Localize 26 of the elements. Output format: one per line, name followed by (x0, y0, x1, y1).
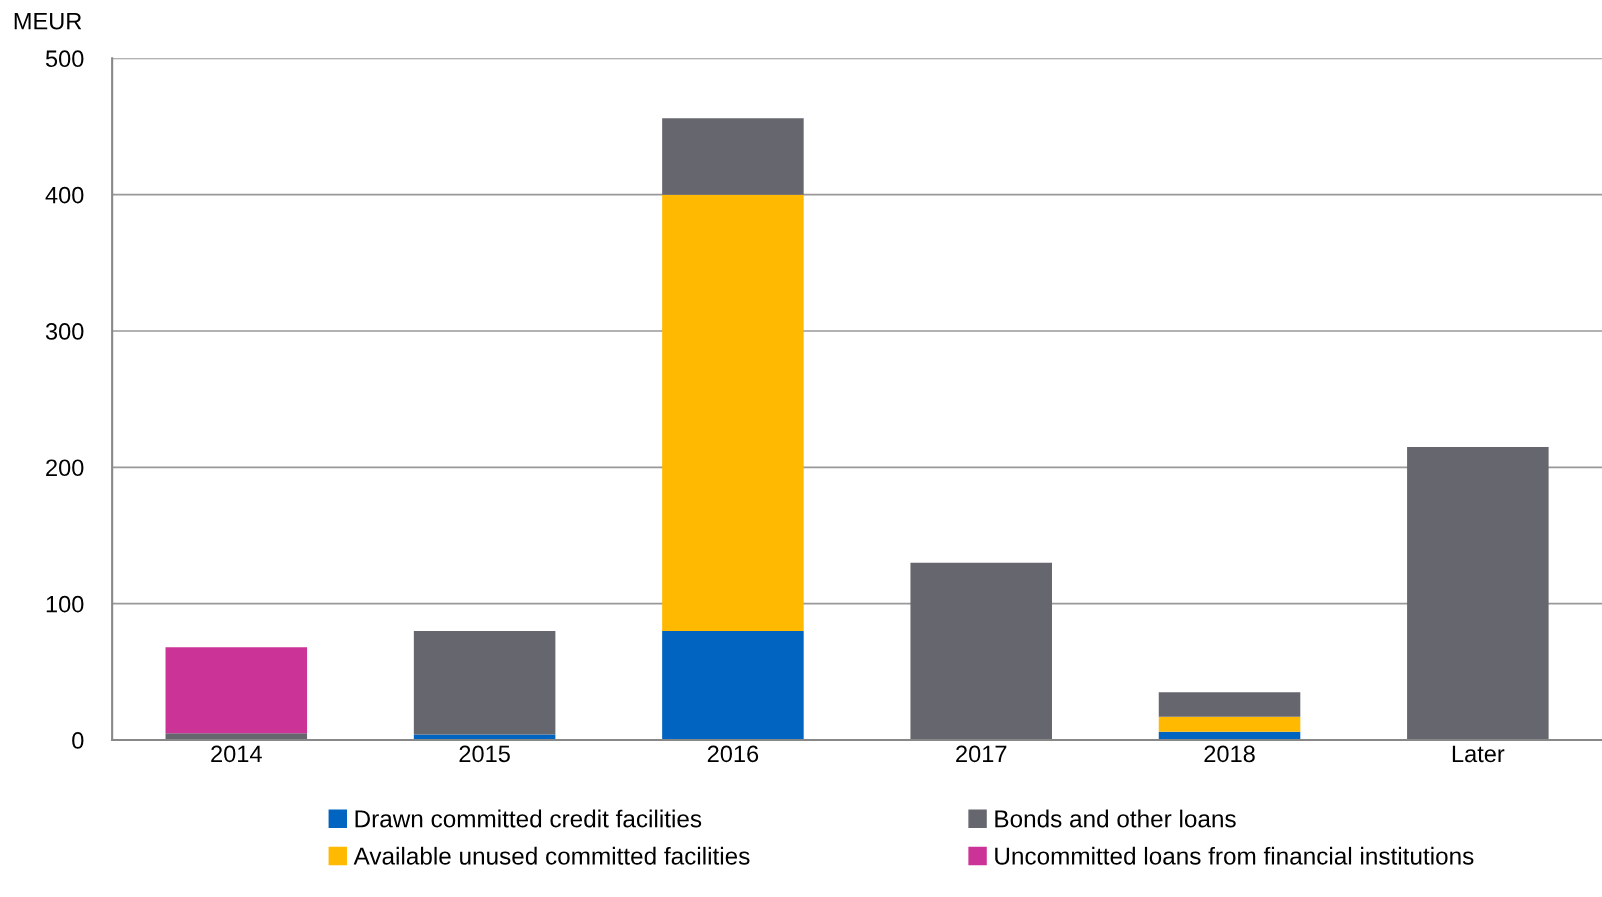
y-tick-label: 300 (45, 323, 84, 340)
x-tick-label: 2014 (211, 745, 262, 763)
bar (1158, 692, 1301, 717)
x-tick-label: 2018 (1204, 745, 1255, 763)
y-axis-title: MEUR (14, 12, 82, 30)
y-tick-label: 500 (45, 50, 84, 68)
bar (662, 630, 804, 741)
y-tick-label: 0 (72, 732, 84, 749)
bar (165, 647, 308, 734)
bar (1407, 446, 1549, 741)
bar (662, 194, 804, 631)
legend-label: Bonds and other loans (995, 809, 1236, 828)
legend-label: Uncommitted loans from financial institutions (995, 846, 1474, 865)
x-tick-label: Later (1452, 745, 1505, 763)
bar (1158, 716, 1301, 732)
bar (413, 630, 556, 735)
x-tick-label: 2015 (459, 745, 510, 763)
bar (910, 562, 1052, 741)
y-tick-label: 100 (46, 595, 84, 613)
y-tick-label: 400 (45, 186, 84, 204)
legend-label: Available unused committed facilities (353, 846, 750, 865)
x-tick-label: 2017 (956, 745, 1007, 763)
legend-label: Drawn committed credit facilities (355, 809, 702, 828)
x-tick-label: 2016 (707, 745, 759, 763)
y-tick-label: 200 (46, 459, 84, 477)
bar (662, 118, 804, 195)
